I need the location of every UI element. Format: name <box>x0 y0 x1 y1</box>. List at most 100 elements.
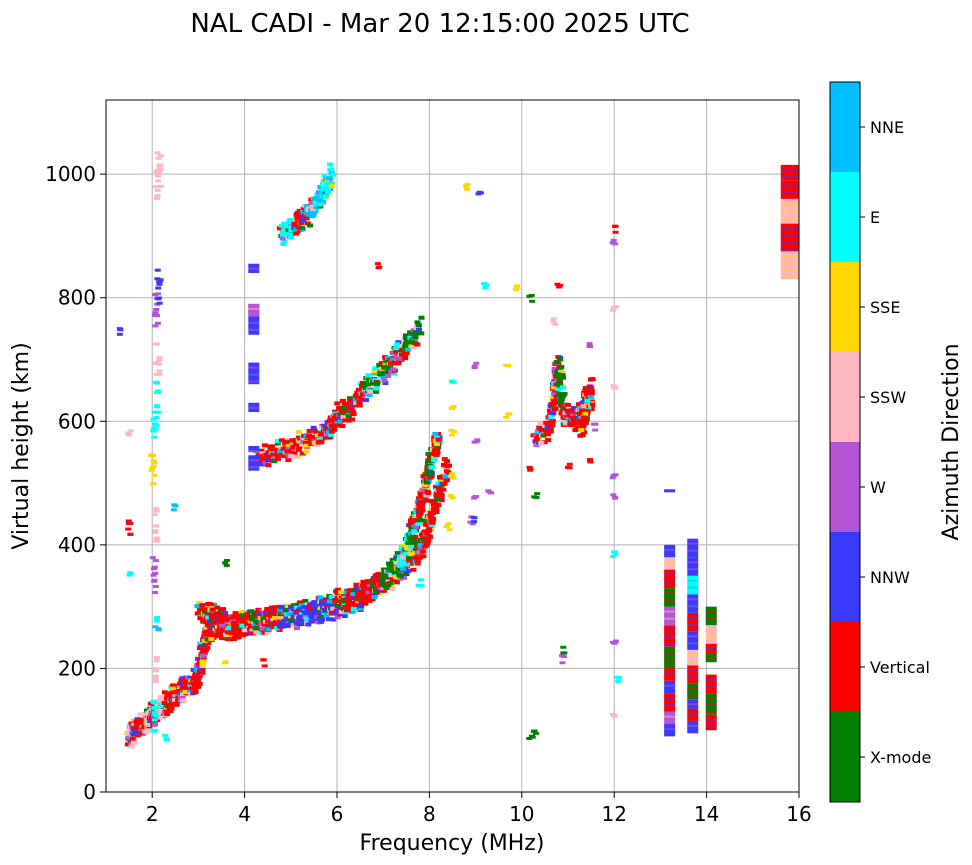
echo-segment <box>664 606 676 626</box>
echo-mark <box>539 427 546 432</box>
echo-mark <box>448 428 455 432</box>
echo-mark <box>355 593 362 598</box>
echo-mark <box>380 574 387 579</box>
echo-mark <box>611 550 618 554</box>
y-axis-ticks: 0 200 400 600 800 1000 <box>45 162 106 804</box>
echo-mark <box>261 630 268 635</box>
echo-mark <box>156 369 163 373</box>
echo-mark <box>548 414 555 419</box>
echo-mark <box>471 520 478 524</box>
echo-mark <box>168 701 175 706</box>
echo-mark <box>150 573 157 577</box>
echo-mark <box>400 557 407 562</box>
echo-segment <box>687 649 699 666</box>
echo-mark <box>581 430 588 435</box>
echo-mark <box>217 620 224 625</box>
echo-mark <box>156 713 163 718</box>
echo-mark <box>125 731 132 736</box>
echo-mark <box>529 735 536 739</box>
echo-mark <box>214 611 221 616</box>
echo-mark <box>154 268 161 272</box>
echo-mark <box>309 434 316 439</box>
echo-mark <box>551 366 558 371</box>
echo-mark <box>412 550 419 555</box>
echo-mark <box>155 628 162 632</box>
echo-mark <box>303 616 310 621</box>
colorbar-tick-label: X-mode <box>870 748 931 767</box>
echo-mark <box>172 689 179 694</box>
echo-mark <box>353 582 360 587</box>
echo-mark <box>416 512 423 517</box>
echo-mark <box>361 595 368 600</box>
echo-mark <box>570 417 577 422</box>
echo-mark <box>314 442 321 447</box>
echo-mark <box>208 636 215 641</box>
echo-stripe <box>248 321 260 324</box>
echo-mark <box>331 415 338 420</box>
echo-mark <box>154 151 161 155</box>
echo-mark <box>334 401 341 406</box>
echo-segment <box>705 714 717 731</box>
echo-mark <box>552 400 559 405</box>
echo-mark <box>434 445 441 450</box>
echo-mark <box>153 361 160 365</box>
echo-mark <box>388 369 395 374</box>
echo-mark <box>152 529 159 533</box>
echo-mark <box>429 498 436 503</box>
echo-mark <box>358 604 365 609</box>
echo-stripe <box>248 267 260 270</box>
echo-mark <box>151 706 158 710</box>
echo-stripe <box>664 657 676 660</box>
echo-mark <box>268 605 275 610</box>
echo-mark <box>195 675 202 680</box>
echo-mark <box>288 604 295 609</box>
y-tick-label: 800 <box>58 286 96 310</box>
echo-stripe <box>664 704 676 707</box>
echo-mark <box>127 739 134 744</box>
echo-mark <box>308 200 315 205</box>
echo-mark <box>561 651 568 655</box>
echo-mark <box>371 595 378 600</box>
echo-mark <box>306 602 313 607</box>
echo-mark <box>591 422 598 426</box>
echo-mark <box>152 293 159 297</box>
echo-mark <box>348 408 355 413</box>
echo-mark <box>435 481 442 486</box>
echo-mark <box>277 615 284 620</box>
echo-mark <box>391 360 398 365</box>
echo-mark <box>165 694 172 699</box>
echo-mark <box>323 431 330 436</box>
echo-mark <box>247 624 254 629</box>
echo-mark <box>362 398 369 403</box>
echo-mark <box>262 460 269 465</box>
echo-mark <box>377 372 384 377</box>
echo-mark <box>290 608 297 613</box>
echo-mark <box>151 565 158 569</box>
echo-mark <box>151 512 158 516</box>
echo-mark <box>207 611 214 616</box>
echo-mark <box>445 522 452 526</box>
echo-mark <box>300 215 307 220</box>
echo-segment <box>687 708 699 721</box>
echo-mark <box>559 373 566 378</box>
echo-stripe <box>664 599 676 602</box>
echo-stripe <box>780 234 799 237</box>
echo-mark <box>441 481 448 486</box>
echo-segment <box>664 693 676 712</box>
echo-mark <box>342 418 349 423</box>
echo-mark <box>399 554 406 559</box>
echo-mark <box>154 615 161 619</box>
echo-mark <box>464 182 471 186</box>
echo-mark <box>350 606 357 611</box>
echo-segment <box>248 455 260 471</box>
echo-mark <box>181 686 188 691</box>
echo-mark <box>366 392 373 397</box>
echo-segment <box>705 625 717 644</box>
echo-mark <box>373 579 380 584</box>
echo-mark <box>264 630 271 635</box>
echo-mark <box>318 619 325 624</box>
echo-mark <box>530 729 537 733</box>
colorbar-swatch <box>830 172 860 262</box>
echo-mark <box>587 458 594 462</box>
echo-mark <box>561 391 568 396</box>
